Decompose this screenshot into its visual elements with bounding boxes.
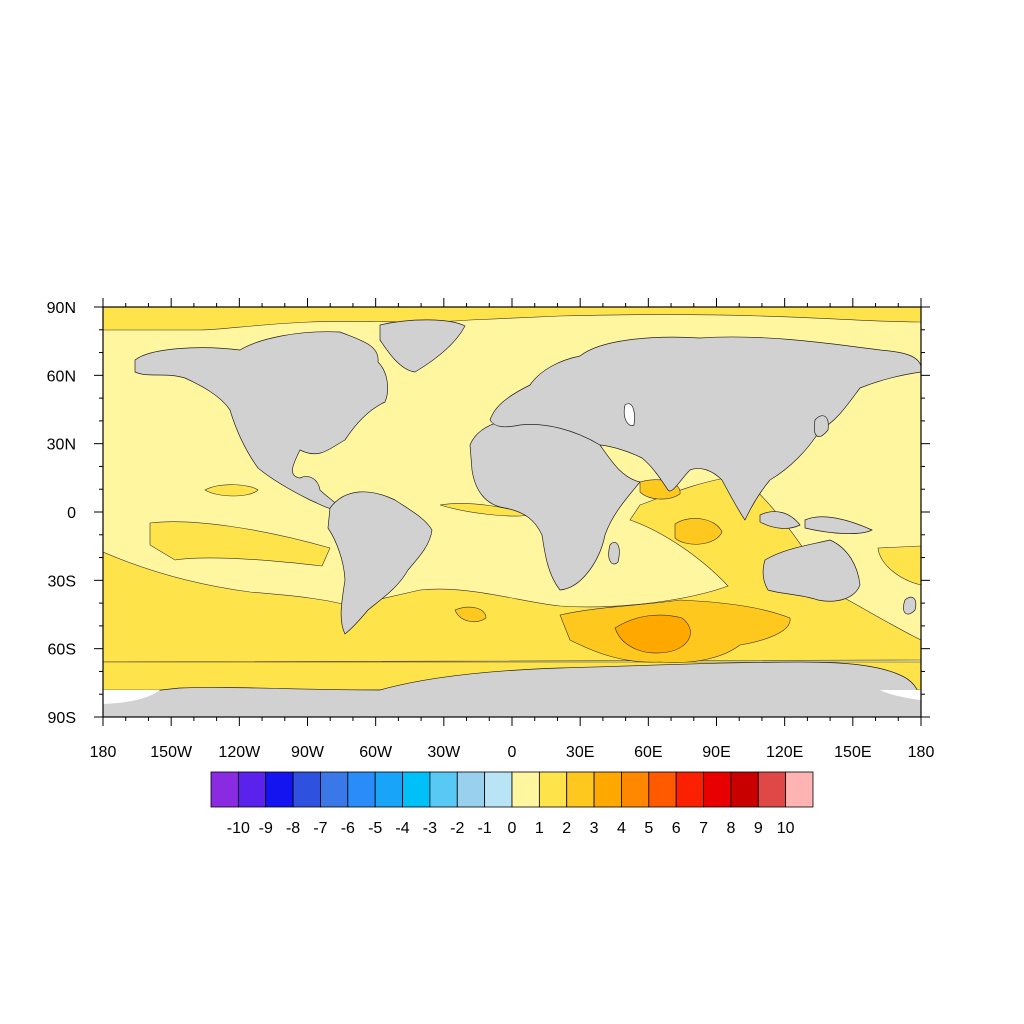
colorbar-swatch <box>675 771 704 808</box>
colorbar-label: 1 <box>535 820 544 837</box>
axis-ticks <box>94 298 930 726</box>
y-tick-label: 90N <box>47 300 76 317</box>
colorbar-swatch <box>757 771 787 808</box>
japan <box>814 415 829 437</box>
colorbar <box>210 771 814 808</box>
colorbar-swatch <box>593 771 622 808</box>
colorbar-swatch <box>484 771 513 808</box>
colorbar-swatch <box>402 771 431 808</box>
colorbar-label: -6 <box>341 820 355 837</box>
madagascar <box>608 541 620 565</box>
maritime-continent <box>759 511 873 534</box>
x-tick-label: 30W <box>427 744 461 761</box>
southern-indian-max <box>614 614 691 654</box>
colorbar-label: -8 <box>286 820 300 837</box>
y-tick-labels: 90N 60N 30N 0 30S 60S 90S <box>47 300 76 727</box>
colorbar-swatch <box>785 771 814 808</box>
north-pacific-patch <box>204 484 259 497</box>
colorbar-label: -10 <box>227 820 250 837</box>
ross-gap-east <box>880 690 921 700</box>
colorbar-label: 5 <box>644 820 653 837</box>
map-area <box>103 307 921 717</box>
colorbar-label: 2 <box>562 820 571 837</box>
weddell-gap-west <box>103 690 160 704</box>
colorbar-label: -5 <box>368 820 382 837</box>
colorbar-swatch <box>621 771 650 808</box>
colorbar-label: 9 <box>754 820 763 837</box>
colorbar-swatch <box>374 771 403 808</box>
x-tick-label: 0 <box>508 744 517 761</box>
south-america <box>327 491 433 635</box>
colorbar-swatch <box>347 771 376 808</box>
australia <box>762 539 861 602</box>
colorbar-swatch <box>456 771 486 808</box>
greenland <box>379 319 466 373</box>
colorbar-swatch <box>566 771 595 808</box>
south-pacific-band <box>149 521 331 567</box>
anomaly-contours-3-4 <box>614 614 691 654</box>
colorbar-swatch <box>538 771 568 808</box>
x-tick-label: 60E <box>634 744 662 761</box>
colorbar-swatch <box>210 771 239 808</box>
colorbar-swatch <box>648 771 677 808</box>
colorbar-swatch <box>511 771 540 808</box>
southeast-indian-patch <box>877 545 921 586</box>
no-data-areas <box>103 690 921 704</box>
x-tick-label: 180 <box>90 744 117 761</box>
x-tick-labels: 180 150W 120W 90W 60W 30W 0 30E 60E 90E 120E 150E 18… <box>90 744 935 761</box>
colorbar-swatch <box>320 771 349 808</box>
south-atlantic-patch <box>454 606 487 623</box>
caspian-lake <box>623 403 635 426</box>
colorbar-swatch <box>292 771 321 808</box>
colorbar-label: 7 <box>699 820 708 837</box>
x-tick-label: 120W <box>218 744 261 761</box>
new-zealand <box>903 596 917 615</box>
x-tick-label: 90W <box>291 744 325 761</box>
colorbar-label: -3 <box>423 820 437 837</box>
colorbar-label: 6 <box>672 820 681 837</box>
y-tick-label: 90S <box>48 710 76 727</box>
colorbar-swatch <box>265 771 294 808</box>
x-tick-label: 150E <box>834 744 871 761</box>
colorbar-label: -4 <box>395 820 409 837</box>
y-tick-label: 30N <box>47 437 76 454</box>
y-tick-label: 30S <box>48 573 76 590</box>
colorbar-label: 10 <box>777 820 795 837</box>
colorbar-label: -9 <box>259 820 273 837</box>
y-tick-label: 60N <box>47 368 76 385</box>
antarctica <box>103 661 921 717</box>
colorbar-labels: -10 -9 -8 -7 -6 -5 -4 -3 -2 -1 0 1 2 3 4 5 6 7 8 9 10 <box>227 820 795 837</box>
colorbar-swatch <box>730 771 759 808</box>
colorbar-label: 0 <box>508 820 517 837</box>
colorbar-swatch <box>429 771 458 808</box>
land-masses <box>103 319 921 717</box>
x-tick-label: 30E <box>566 744 594 761</box>
colorbar-swatch <box>237 771 267 808</box>
colorbar-label: -1 <box>478 820 492 837</box>
y-tick-label: 60S <box>48 642 76 659</box>
x-tick-label: 90E <box>702 744 730 761</box>
colorbar-swatch <box>703 771 732 808</box>
arctic-band <box>103 307 921 331</box>
colorbar-label: -7 <box>313 820 327 837</box>
colorbar-label: 4 <box>617 820 626 837</box>
eurasia <box>489 336 921 521</box>
central-indian-patch <box>674 518 723 545</box>
colorbar-label: 8 <box>726 820 735 837</box>
x-tick-label: 120E <box>766 744 803 761</box>
north-america <box>134 331 388 510</box>
colorbar-label: 3 <box>590 820 599 837</box>
x-tick-label: 60W <box>359 744 393 761</box>
y-tick-label: 0 <box>67 505 76 522</box>
x-tick-label: 150W <box>150 744 193 761</box>
x-tick-label: 180 <box>908 744 935 761</box>
colorbar-label: -2 <box>450 820 464 837</box>
